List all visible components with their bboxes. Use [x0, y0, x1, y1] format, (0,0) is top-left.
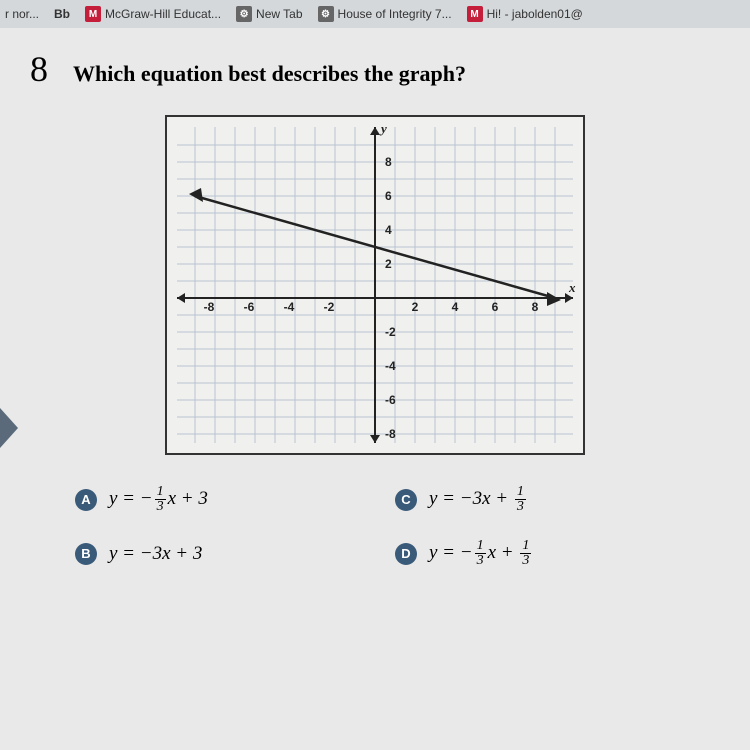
answer-option-a[interactable]: A y = −13x + 3	[75, 485, 355, 514]
question-number: 8	[30, 48, 48, 90]
svg-text:6: 6	[385, 189, 392, 203]
browser-tab[interactable]: M Hi! - jabolden01@	[467, 6, 583, 22]
svg-text:-6: -6	[385, 393, 396, 407]
svg-text:-8: -8	[385, 427, 396, 441]
answer-letter: B	[75, 543, 97, 565]
tab-label: Bb	[54, 7, 70, 21]
svg-text:2: 2	[385, 257, 392, 271]
browser-tab[interactable]: r nor...	[5, 7, 39, 21]
svg-text:8: 8	[532, 300, 539, 314]
tab-label: r nor...	[5, 7, 39, 21]
graph-container: y x -8 -6 -4 -2 2 4 6 8 8 6 4 2 -2 -4 -6…	[15, 115, 735, 455]
answer-option-d[interactable]: D y = −13x + 13	[395, 539, 675, 568]
answer-letter: C	[395, 489, 417, 511]
browser-tab[interactable]: ⚙ New Tab	[236, 6, 302, 22]
svg-text:2: 2	[412, 300, 419, 314]
y-axis-arrow-down	[370, 435, 380, 443]
answer-equation: y = −3x + 13	[429, 485, 528, 514]
svg-text:-2: -2	[385, 325, 396, 339]
settings-icon: ⚙	[236, 6, 252, 22]
answer-equation: y = −3x + 3	[109, 543, 202, 565]
answer-letter: A	[75, 489, 97, 511]
answer-option-b[interactable]: B y = −3x + 3	[75, 539, 355, 568]
svg-text:4: 4	[452, 300, 459, 314]
mcgraw-icon: M	[85, 6, 101, 22]
line-arrow-left	[189, 188, 203, 202]
question-header: 8 Which equation best describes the grap…	[15, 48, 735, 90]
x-axis-label: x	[568, 280, 576, 295]
browser-tab[interactable]: Bb	[54, 7, 70, 21]
question-text: Which equation best describes the graph?	[73, 61, 466, 87]
browser-tab[interactable]: M McGraw-Hill Educat...	[85, 6, 221, 22]
answer-letter: D	[395, 543, 417, 565]
tab-label: Hi! - jabolden01@	[487, 7, 583, 21]
line-arrow-right	[547, 292, 561, 306]
answer-choices: A y = −13x + 3 C y = −3x + 13 B y = −3x …	[15, 485, 735, 568]
settings-icon: ⚙	[318, 6, 334, 22]
y-axis-arrow-up	[370, 127, 380, 135]
browser-tab[interactable]: ⚙ House of Integrity 7...	[318, 6, 452, 22]
answer-equation: y = −13x + 3	[109, 485, 208, 514]
gmail-icon: M	[467, 6, 483, 22]
svg-text:-8: -8	[204, 300, 215, 314]
svg-text:8: 8	[385, 155, 392, 169]
tab-label: McGraw-Hill Educat...	[105, 7, 221, 21]
answer-option-c[interactable]: C y = −3x + 13	[395, 485, 675, 514]
page-nav-arrow[interactable]	[0, 408, 18, 448]
graph-svg: y x -8 -6 -4 -2 2 4 6 8 8 6 4 2 -2 -4 -6…	[167, 117, 583, 453]
question-page: 8 Which equation best describes the grap…	[0, 28, 750, 750]
answer-equation: y = −13x + 13	[429, 539, 533, 568]
browser-tab-bar: r nor... Bb M McGraw-Hill Educat... ⚙ Ne…	[0, 0, 750, 28]
svg-text:-2: -2	[324, 300, 335, 314]
svg-text:-4: -4	[385, 359, 396, 373]
tab-label: New Tab	[256, 7, 302, 21]
svg-text:-6: -6	[244, 300, 255, 314]
svg-text:-4: -4	[284, 300, 295, 314]
y-axis-label: y	[379, 121, 387, 136]
tab-label: House of Integrity 7...	[338, 7, 452, 21]
svg-text:4: 4	[385, 223, 392, 237]
svg-text:6: 6	[492, 300, 499, 314]
x-axis-arrow-left	[177, 293, 185, 303]
coordinate-graph: y x -8 -6 -4 -2 2 4 6 8 8 6 4 2 -2 -4 -6…	[165, 115, 585, 455]
